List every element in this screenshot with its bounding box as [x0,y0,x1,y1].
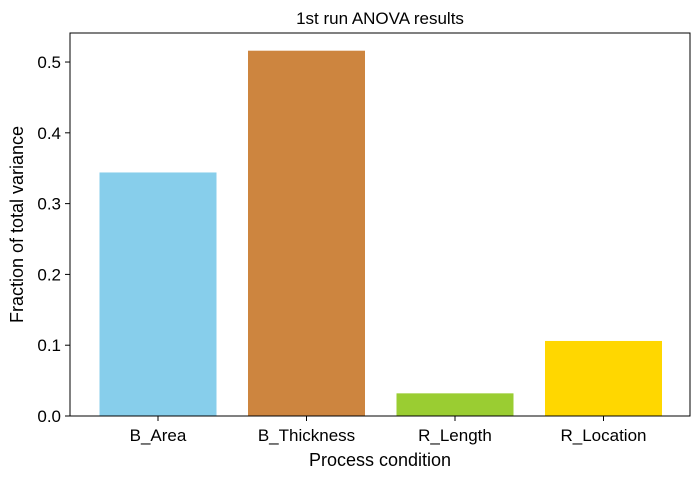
bar-b-area [99,172,217,416]
x-axis-ticks: B_Area B_Thickness R_Length R_Location [130,416,647,445]
y-axis-ticks: 0.0 0.1 0.2 0.3 0.4 0.5 [37,53,70,426]
x-tick-label: R_Location [560,426,646,445]
x-tick-label: R_Length [418,426,492,445]
y-tick-label: 0.2 [37,265,61,284]
y-axis-label: Fraction of total variance [7,126,27,323]
chart-title: 1st run ANOVA results [296,9,464,28]
bar-r-length [396,393,514,416]
bar-r-location [545,340,662,416]
x-tick-label: B_Area [130,426,187,445]
y-tick-label: 0.5 [37,53,61,72]
x-axis-label: Process condition [309,450,451,470]
bar-b-thickness [248,50,365,417]
y-tick-label: 0.0 [37,407,61,426]
x-tick-label: B_Thickness [258,426,355,445]
y-tick-label: 0.4 [37,124,61,143]
y-tick-label: 0.1 [37,336,61,355]
y-tick-label: 0.3 [37,195,61,214]
bars-group [99,50,662,417]
plot-frame [69,32,691,417]
